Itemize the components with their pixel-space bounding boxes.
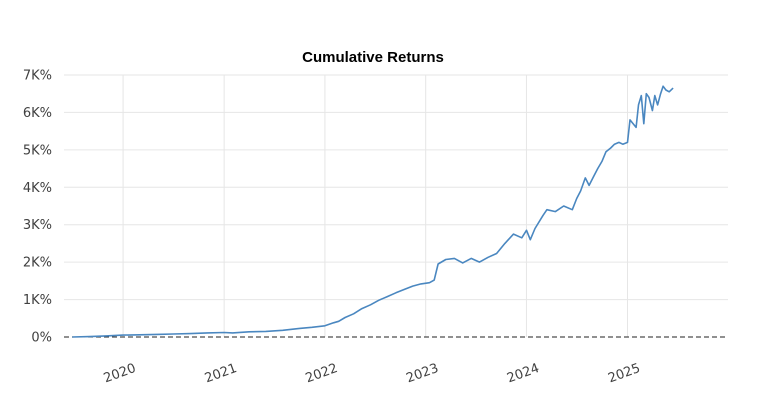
y-tick-label: 4K% (23, 181, 52, 196)
y-tick-label: 2K% (23, 256, 52, 271)
x-tick-label: 2022 (304, 361, 340, 386)
x-axis: 2020 2021 2022 2023 2024 2025 (102, 361, 643, 386)
y-tick-label: 5K% (23, 143, 52, 158)
x-tick-label: 2020 (102, 361, 138, 386)
chart-title: Cumulative Returns (302, 49, 444, 66)
x-tick-label: 2023 (404, 361, 440, 386)
series-layer (72, 85, 674, 338)
y-tick-label: 6K% (23, 106, 52, 121)
y-tick-label: 3K% (23, 218, 52, 233)
x-tick-label: 2025 (606, 361, 642, 386)
y-axis: 0% 1K% 2K% 3K% 4K% 5K% 6K% 7K% (23, 69, 52, 346)
grid (64, 74, 728, 337)
y-tick-label: 7K% (23, 69, 52, 84)
y-tick-label: 0% (31, 331, 52, 346)
x-tick-label: 2021 (203, 361, 239, 386)
y-tick-label: 1K% (23, 293, 52, 308)
cumulative-returns-line (72, 85, 674, 338)
x-tick-label: 2024 (505, 361, 541, 386)
